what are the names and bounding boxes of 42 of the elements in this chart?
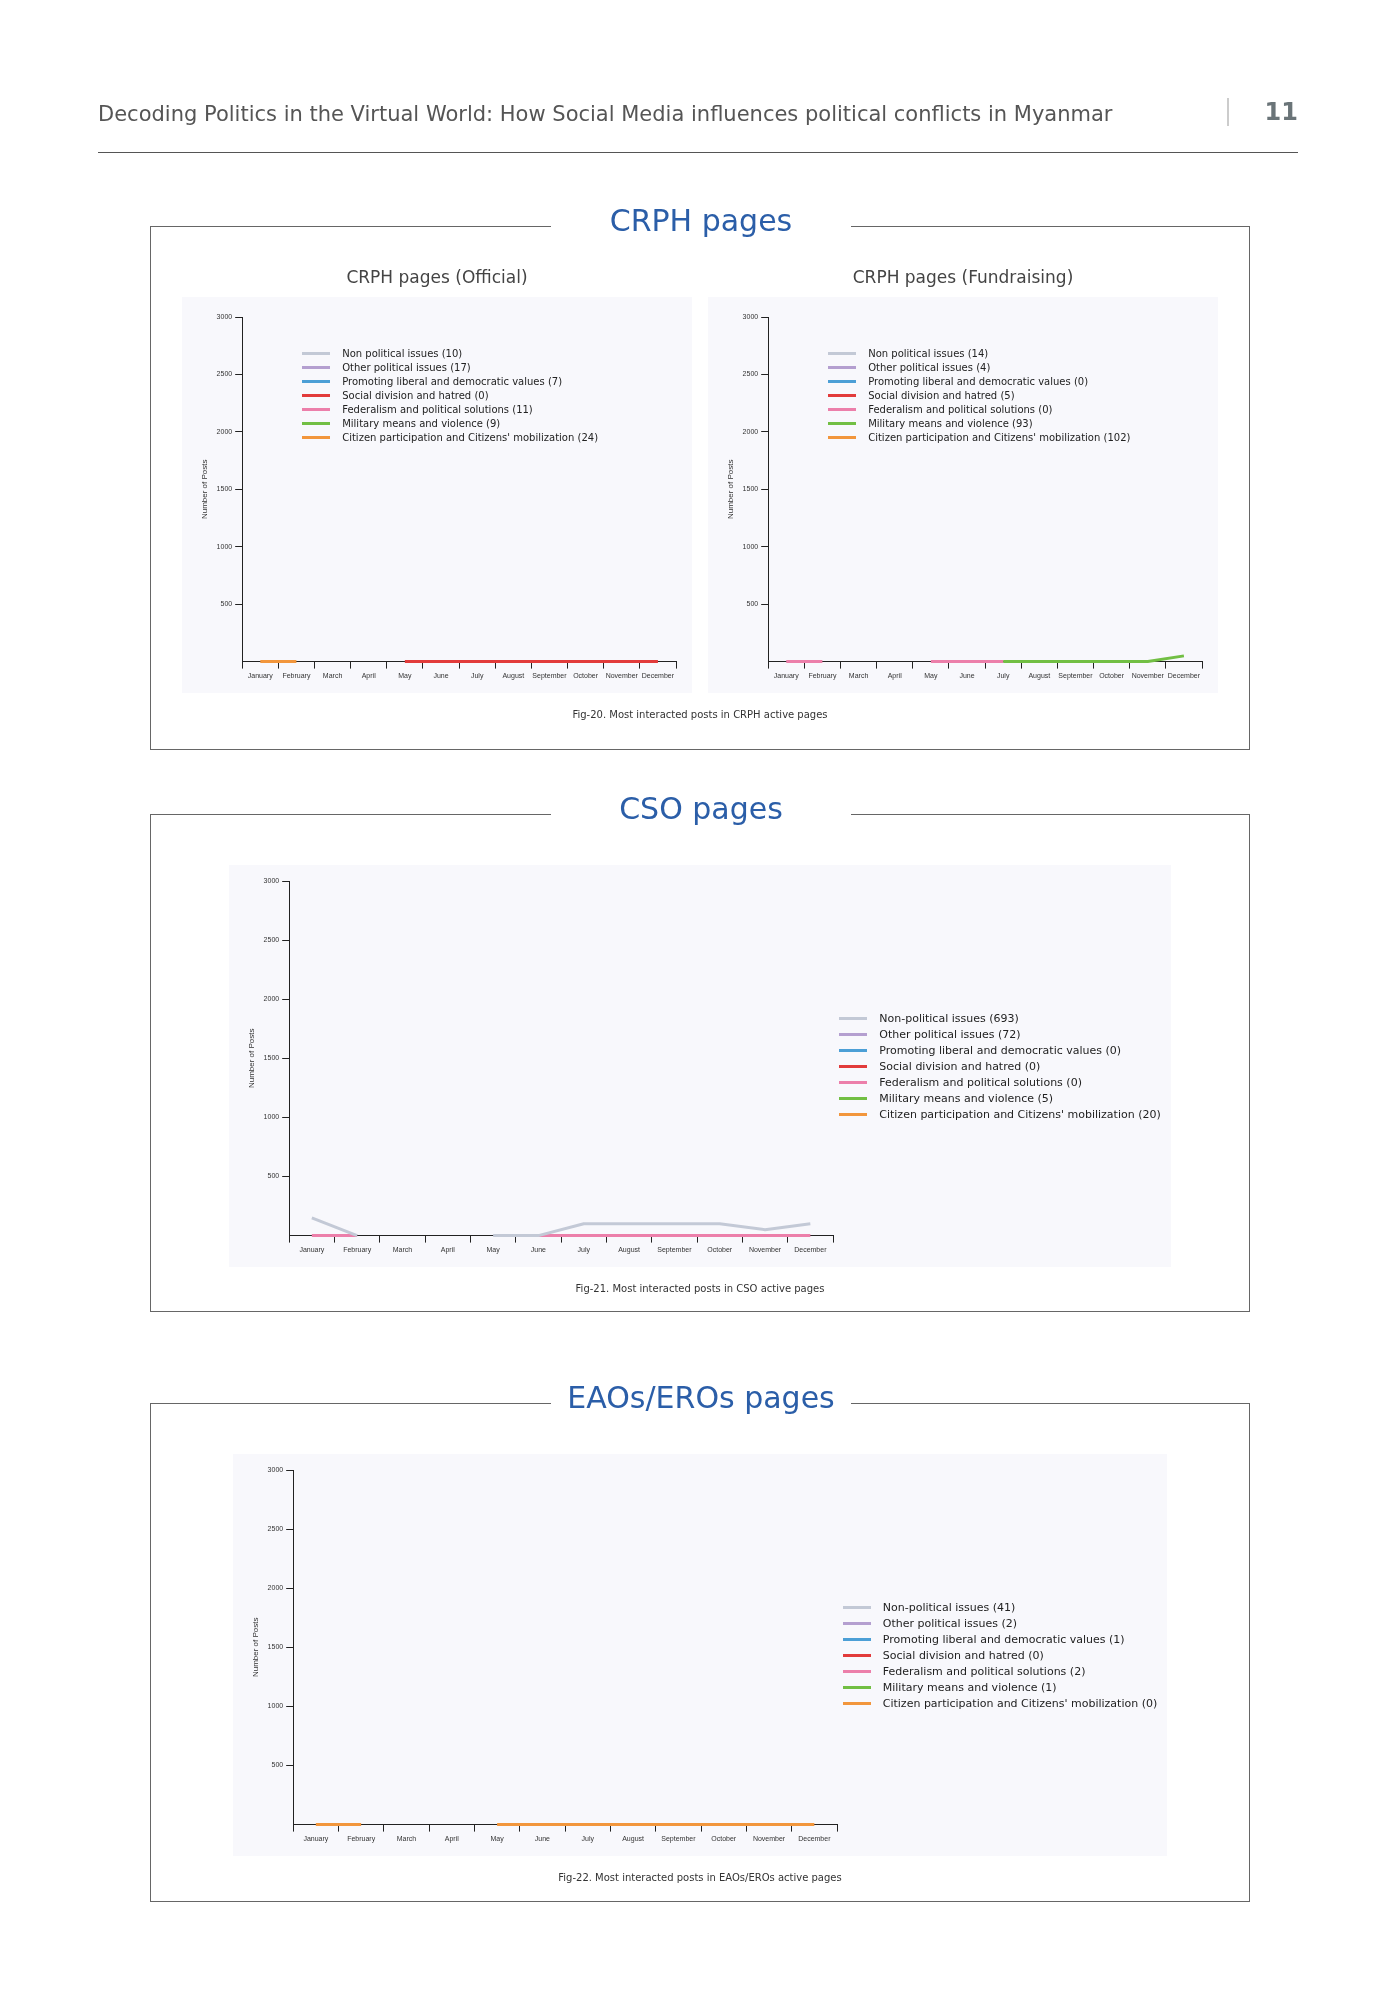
- legend-label: Non-political issues (693): [879, 1011, 1019, 1025]
- legend-label: Social division and hatred (0): [879, 1059, 1041, 1073]
- legend-label: Social division and hatred (0): [882, 1648, 1044, 1662]
- legend-label: Citizen participation and Citizens' mobilization (0): [882, 1696, 1158, 1710]
- text: Fig-21. Most interacted posts in CSO active pages: [574, 1283, 826, 1294]
- legend-label: Social division and hatred (0): [342, 390, 489, 401]
- legend-label: Other political issues (72): [879, 1027, 1021, 1041]
- y-axis-title: Number of Posts: [200, 459, 209, 520]
- y-axis-title: Number of Posts: [247, 1028, 257, 1089]
- legend-label: Federalism and political solutions (2): [882, 1664, 1086, 1678]
- legend-label: Other political issues (2): [882, 1616, 1018, 1630]
- chart-subtitle: CRPH pages (Official): [345, 267, 529, 287]
- y-axis-title: Number of Posts: [250, 1617, 260, 1678]
- legend-label: Promoting liberal and democratic values (1): [882, 1632, 1125, 1646]
- legend-label: Military means and violence (5): [879, 1091, 1054, 1105]
- legend-label: Citizen participation and Citizens' mobilization (102): [868, 432, 1131, 443]
- y-axis-title: Number of Posts: [726, 459, 735, 520]
- legend-label: Military means and violence (1): [882, 1680, 1057, 1694]
- legend-label: Military means and violence (9): [342, 418, 501, 429]
- legend-label: Promoting liberal and democratic values (7): [342, 376, 563, 387]
- chart-subtitle: CRPH pages (Fundraising): [851, 267, 1075, 287]
- legend-label: Federalism and political solutions (0): [879, 1075, 1082, 1089]
- chart-title: EAOs/EROs pages: [551, 1380, 851, 1415]
- legend-label: Federalism and political solutions (11): [342, 404, 533, 415]
- legend-label: Social division and hatred (5): [868, 390, 1015, 401]
- legend-label: Other political issues (4): [868, 362, 991, 373]
- text: Fig-22. Most interacted posts in EAOs/EROs active pages: [557, 1872, 843, 1883]
- chart-title: CRPH pages: [551, 203, 851, 238]
- legend-label: Military means and violence (93): [868, 418, 1033, 429]
- text: 11: [1226, 98, 1298, 126]
- legend-label: Federalism and political solutions (0): [868, 404, 1053, 415]
- text: Fig-20. Most interacted posts in CRPH active pages: [571, 709, 829, 720]
- legend-label: Citizen participation and Citizens' mobilization (20): [879, 1107, 1161, 1121]
- legend-label: Non political issues (10): [342, 348, 463, 359]
- chart-title: CSO pages: [551, 791, 851, 826]
- text: Decoding Politics in the Virtual World: How Social Media influences political conflicts in Myanmar: [98, 102, 1113, 126]
- legend-label: Promoting liberal and democratic values (0): [879, 1043, 1122, 1057]
- legend-label: Non-political issues (41): [882, 1600, 1016, 1614]
- legend-label: Promoting liberal and democratic values (0): [868, 376, 1089, 387]
- legend-label: Non political issues (14): [868, 348, 989, 359]
- legend-label: Citizen participation and Citizens' mobilization (24): [342, 432, 599, 443]
- legend-label: Other political issues (17): [342, 362, 471, 373]
